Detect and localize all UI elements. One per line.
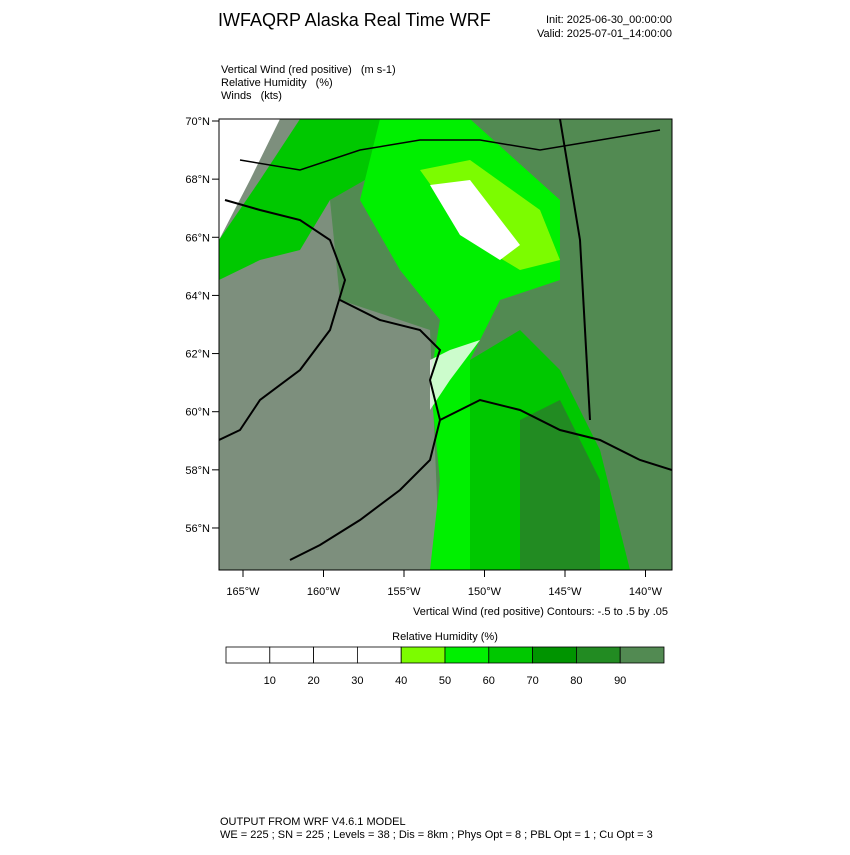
- lon-tick-label: 155°W: [387, 586, 421, 598]
- colorbar-label: 90: [614, 675, 626, 687]
- colorbar-box: [619, 646, 665, 664]
- footer-line: WE = 225 ; SN = 225 ; Levels = 38 ; Dis …: [220, 829, 653, 841]
- colorbar-box: [400, 646, 446, 664]
- colorbar-box: [488, 646, 533, 664]
- title: IWFAQRP Alaska Real Time WRF: [218, 10, 491, 30]
- field-units: (kts): [261, 90, 282, 102]
- lat-tick-label: 66°N: [185, 232, 210, 244]
- colorbar-label: 60: [483, 675, 495, 687]
- field-list: Vertical Wind (red positive) (m s-1) Relat…: [221, 64, 396, 102]
- contour-note: Vertical Wind (red positive) Contours: -…: [413, 606, 668, 618]
- colorbar-box: [532, 646, 577, 664]
- map-frame: [218, 118, 673, 571]
- lat-tick-label: 62°N: [185, 349, 210, 361]
- lat-tick-label: 68°N: [185, 174, 210, 186]
- colorbar-label: 10: [264, 675, 276, 687]
- map: [219, 119, 672, 570]
- colorbar-label: 80: [570, 675, 582, 687]
- colorbar-label: 30: [351, 675, 363, 687]
- colorbar-box: [444, 646, 490, 664]
- colorbar-label: 40: [395, 675, 407, 687]
- valid-time: Valid: 2025-07-01_14:00:00: [537, 28, 672, 40]
- colorbar-label: 50: [439, 675, 451, 687]
- lon-tick-label: 150°W: [468, 586, 502, 598]
- colorbar-box: [576, 646, 621, 664]
- footer-line: OUTPUT FROM WRF V4.6.1 MODEL: [220, 816, 406, 828]
- lat-tick-label: 70°N: [185, 116, 210, 128]
- field-name: Vertical Wind (red positive): [221, 64, 352, 76]
- lat-tick-label: 56°N: [185, 523, 210, 535]
- lon-tick-label: 165°W: [226, 586, 260, 598]
- lon-tick-label: 160°W: [307, 586, 341, 598]
- colorbar-box: [313, 646, 358, 664]
- colorbar-box: [356, 646, 402, 664]
- lat-tick-label: 58°N: [185, 465, 210, 477]
- field-units: (%): [316, 77, 333, 89]
- colorbar-box: [269, 646, 314, 664]
- field-name: Winds: [221, 90, 252, 102]
- colorbar-title: Relative Humidity (%): [392, 631, 498, 643]
- lat-tick-label: 64°N: [185, 290, 210, 302]
- lon-tick-label: 140°W: [629, 586, 663, 598]
- init-time: Init: 2025-06-30_00:00:00: [546, 14, 672, 26]
- field-name: Relative Humidity: [221, 77, 307, 89]
- colorbar-label: 70: [526, 675, 538, 687]
- colorbar-label: 20: [307, 675, 319, 687]
- colorbar-box: [225, 646, 271, 664]
- field-units: (m s-1): [361, 64, 396, 76]
- lon-tick-label: 145°W: [548, 586, 582, 598]
- lat-tick-label: 60°N: [185, 407, 210, 419]
